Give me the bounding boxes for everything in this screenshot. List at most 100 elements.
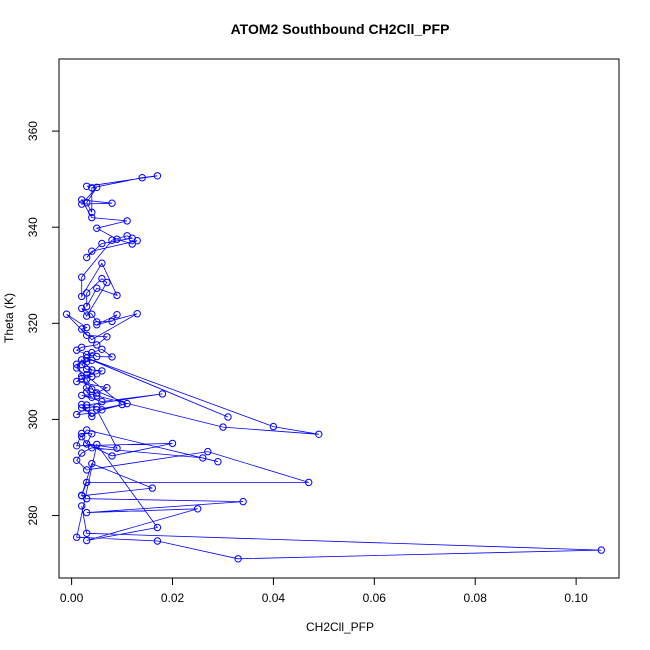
data-point	[88, 430, 96, 438]
data-point	[168, 439, 177, 448]
data-point	[88, 409, 96, 417]
y-tick-label: 340	[26, 217, 40, 237]
data-point	[123, 217, 131, 225]
data-point	[93, 284, 101, 292]
data-point	[83, 495, 91, 503]
data-point	[83, 508, 91, 517]
data-point	[113, 291, 121, 300]
data-point	[88, 208, 96, 217]
x-axis-label: CH2Cll_PFP	[306, 620, 374, 634]
data-point	[78, 200, 86, 208]
data-point	[219, 423, 227, 431]
data-point	[78, 325, 86, 333]
data-point	[83, 182, 91, 191]
data-point	[103, 384, 111, 392]
data-point	[597, 546, 605, 554]
data-point	[83, 253, 91, 262]
series-line	[66, 175, 602, 560]
data-point	[108, 452, 116, 460]
data-point	[83, 289, 91, 297]
data-point	[88, 366, 96, 374]
data-point	[93, 318, 101, 326]
data-point	[83, 350, 91, 359]
series-layer	[62, 172, 605, 563]
data-point	[123, 232, 131, 240]
data-point	[128, 240, 136, 248]
data-point	[199, 454, 207, 462]
data-point	[113, 235, 121, 243]
data-point	[88, 412, 96, 421]
data-point	[88, 213, 96, 222]
data-point	[224, 413, 232, 421]
data-point	[83, 536, 91, 545]
data-point	[83, 404, 91, 412]
data-point	[108, 353, 116, 361]
data-point	[83, 384, 91, 392]
x-tick-label: 0.10	[564, 591, 588, 605]
data-point	[73, 442, 81, 450]
data-point	[93, 392, 101, 400]
data-point	[93, 341, 101, 349]
data-point	[78, 429, 86, 438]
data-point	[108, 317, 116, 326]
data-point	[73, 410, 81, 419]
data-point	[194, 505, 202, 513]
data-point	[78, 391, 86, 400]
data-point	[93, 183, 101, 192]
data-point	[239, 497, 247, 506]
data-point	[93, 406, 101, 414]
data-point	[78, 400, 86, 409]
data-point	[88, 444, 96, 452]
data-point	[153, 523, 162, 532]
data-point	[148, 484, 157, 492]
data-point	[269, 422, 278, 431]
data-point	[73, 364, 81, 372]
data-point	[78, 356, 86, 364]
data-point	[103, 333, 111, 341]
data-point	[78, 404, 86, 412]
data-point	[98, 397, 106, 406]
data-point	[138, 174, 146, 182]
data-point	[98, 274, 106, 283]
data-point	[83, 323, 91, 332]
data-point	[93, 321, 101, 329]
data-point	[78, 433, 86, 441]
x-axis: 0.00 0.02 0.04 0.06 0.08 0.10	[60, 577, 588, 605]
data-point	[133, 310, 141, 318]
data-point	[305, 478, 313, 487]
x-tick-label: 0.04	[262, 591, 286, 605]
data-point	[83, 466, 91, 474]
data-point	[93, 352, 101, 361]
y-tick-label: 280	[26, 505, 40, 525]
data-point	[153, 172, 162, 180]
y-tick-label: 360	[26, 121, 40, 141]
data-point	[118, 400, 126, 409]
y-axis: 280 300 320 340 360	[26, 121, 60, 526]
data-point	[73, 360, 81, 368]
data-point	[78, 360, 86, 369]
data-point	[62, 310, 71, 318]
data-point	[73, 377, 81, 386]
data-point	[78, 502, 86, 510]
y-tick-label: 300	[26, 409, 40, 429]
data-point	[83, 529, 91, 537]
data-point	[98, 239, 106, 248]
x-tick-label: 0.02	[161, 591, 185, 605]
data-point	[98, 345, 106, 353]
data-point	[83, 371, 91, 379]
data-point	[113, 444, 121, 452]
data-point	[88, 385, 96, 393]
data-point	[78, 304, 86, 313]
data-point	[83, 440, 91, 448]
data-point	[98, 406, 106, 414]
data-point	[78, 196, 86, 204]
data-point	[108, 199, 116, 207]
data-point	[93, 389, 101, 397]
data-point	[88, 247, 96, 255]
data-point	[88, 393, 96, 401]
data-point	[88, 310, 96, 318]
y-tick-label: 320	[26, 313, 40, 333]
data-point	[73, 346, 81, 354]
data-point	[98, 259, 106, 267]
